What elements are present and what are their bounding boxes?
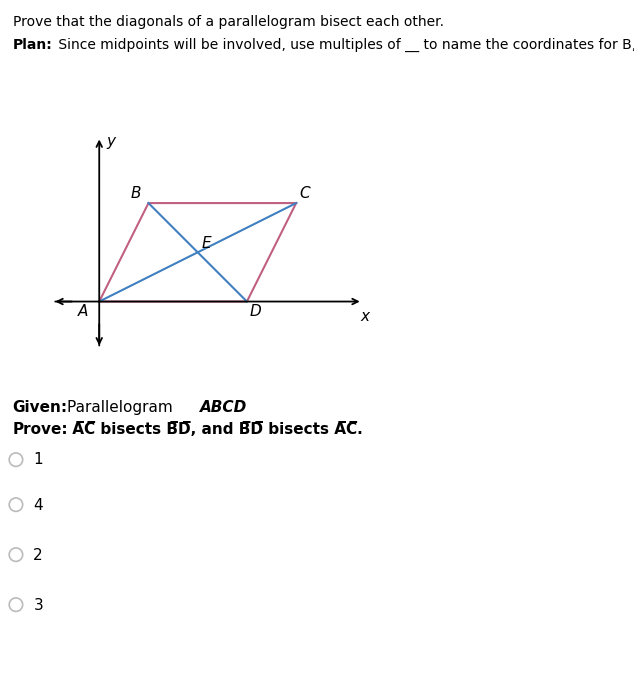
Text: 3: 3: [34, 598, 43, 612]
Text: 4: 4: [34, 498, 43, 512]
Text: x: x: [361, 309, 370, 324]
Text: D: D: [249, 304, 261, 319]
Text: Prove:: Prove:: [13, 422, 68, 437]
Text: ABCD: ABCD: [200, 400, 247, 415]
Text: A: A: [78, 304, 88, 319]
Text: C: C: [300, 186, 311, 201]
Text: Prove that the diagonals of a parallelogram bisect each other.: Prove that the diagonals of a parallelog…: [13, 15, 444, 29]
Text: E: E: [202, 236, 211, 251]
Text: A̅C̅ bisects B̅D̅, and B̅D̅ bisects A̅C̅.: A̅C̅ bisects B̅D̅, and B̅D̅ bisects A̅C̅…: [67, 422, 362, 437]
Text: y: y: [107, 134, 115, 149]
Text: 2: 2: [34, 548, 43, 562]
Text: Given:: Given:: [13, 400, 68, 415]
Text: Since midpoints will be involved, use multiples of __ to name the coordinates fo: Since midpoints will be involved, use mu…: [54, 38, 634, 52]
Text: Plan:: Plan:: [13, 38, 53, 52]
Text: 1: 1: [34, 452, 43, 468]
Text: B: B: [131, 186, 141, 201]
Text: Parallelogram: Parallelogram: [67, 400, 177, 415]
